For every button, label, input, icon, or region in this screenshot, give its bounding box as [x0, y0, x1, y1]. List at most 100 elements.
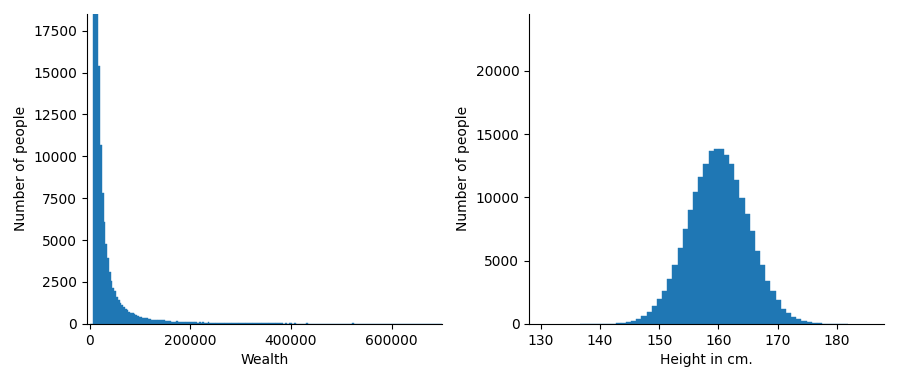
Bar: [101, 193, 103, 324]
Bar: [197, 323, 198, 324]
Bar: [266, 323, 268, 324]
Bar: [209, 323, 211, 324]
Bar: [688, 210, 693, 324]
Bar: [259, 323, 260, 324]
Bar: [156, 320, 158, 324]
Bar: [260, 323, 262, 324]
Bar: [99, 66, 101, 324]
Bar: [289, 323, 290, 324]
Bar: [202, 322, 204, 324]
Bar: [194, 322, 195, 324]
Bar: [146, 319, 148, 324]
Bar: [236, 323, 238, 324]
Bar: [652, 306, 657, 324]
Bar: [200, 323, 202, 324]
Bar: [248, 323, 250, 324]
Bar: [169, 321, 171, 324]
Bar: [786, 312, 791, 324]
Bar: [240, 323, 242, 324]
Bar: [211, 323, 213, 324]
Bar: [801, 322, 806, 324]
Bar: [114, 291, 116, 324]
Bar: [103, 223, 105, 324]
Bar: [257, 323, 259, 324]
Bar: [251, 323, 253, 324]
Bar: [724, 155, 729, 324]
Bar: [714, 149, 718, 324]
Bar: [806, 322, 812, 324]
Bar: [755, 251, 760, 324]
Bar: [750, 231, 755, 324]
Bar: [110, 281, 112, 324]
Bar: [667, 279, 673, 324]
Bar: [647, 312, 652, 324]
Bar: [148, 319, 149, 324]
Bar: [137, 316, 139, 324]
Bar: [192, 322, 194, 324]
Bar: [185, 322, 187, 324]
Bar: [253, 323, 255, 324]
Bar: [213, 323, 215, 324]
Bar: [123, 307, 125, 324]
Bar: [151, 320, 153, 324]
Bar: [180, 322, 181, 324]
Bar: [145, 318, 146, 324]
Bar: [172, 322, 174, 324]
Bar: [693, 192, 698, 324]
Bar: [183, 322, 185, 324]
Bar: [189, 322, 190, 324]
Bar: [231, 323, 233, 324]
Bar: [238, 323, 240, 324]
Bar: [174, 322, 176, 324]
Y-axis label: Number of people: Number of people: [456, 106, 470, 231]
Bar: [770, 291, 776, 324]
Bar: [218, 323, 220, 324]
Bar: [729, 164, 735, 324]
Bar: [163, 320, 165, 324]
Bar: [744, 214, 750, 324]
Bar: [165, 321, 167, 324]
Bar: [269, 323, 271, 324]
Bar: [275, 323, 277, 324]
Bar: [703, 165, 709, 324]
Bar: [178, 322, 180, 324]
Bar: [709, 151, 714, 324]
Bar: [250, 323, 251, 324]
Bar: [132, 314, 134, 324]
Bar: [797, 319, 801, 324]
Bar: [760, 264, 765, 324]
Bar: [158, 320, 160, 324]
Bar: [190, 322, 192, 324]
Bar: [93, 0, 95, 324]
Bar: [278, 323, 280, 324]
Bar: [225, 323, 227, 324]
Bar: [171, 322, 172, 324]
Bar: [116, 297, 118, 324]
Bar: [149, 319, 151, 324]
Bar: [678, 248, 682, 324]
Bar: [154, 320, 156, 324]
Bar: [233, 323, 234, 324]
Bar: [112, 288, 114, 324]
X-axis label: Wealth: Wealth: [241, 353, 288, 367]
Bar: [105, 245, 107, 324]
Bar: [273, 323, 275, 324]
Bar: [128, 312, 130, 324]
Bar: [817, 323, 822, 324]
Bar: [626, 322, 631, 324]
Bar: [812, 323, 817, 324]
Bar: [95, 0, 97, 324]
Bar: [735, 180, 739, 324]
Bar: [765, 281, 770, 324]
Bar: [631, 321, 637, 324]
Bar: [616, 323, 621, 324]
Bar: [216, 323, 218, 324]
Bar: [181, 322, 183, 324]
Bar: [130, 313, 132, 324]
Bar: [206, 323, 207, 324]
Bar: [229, 323, 231, 324]
Bar: [242, 323, 244, 324]
Bar: [791, 317, 797, 324]
Bar: [271, 323, 273, 324]
Bar: [290, 323, 292, 324]
